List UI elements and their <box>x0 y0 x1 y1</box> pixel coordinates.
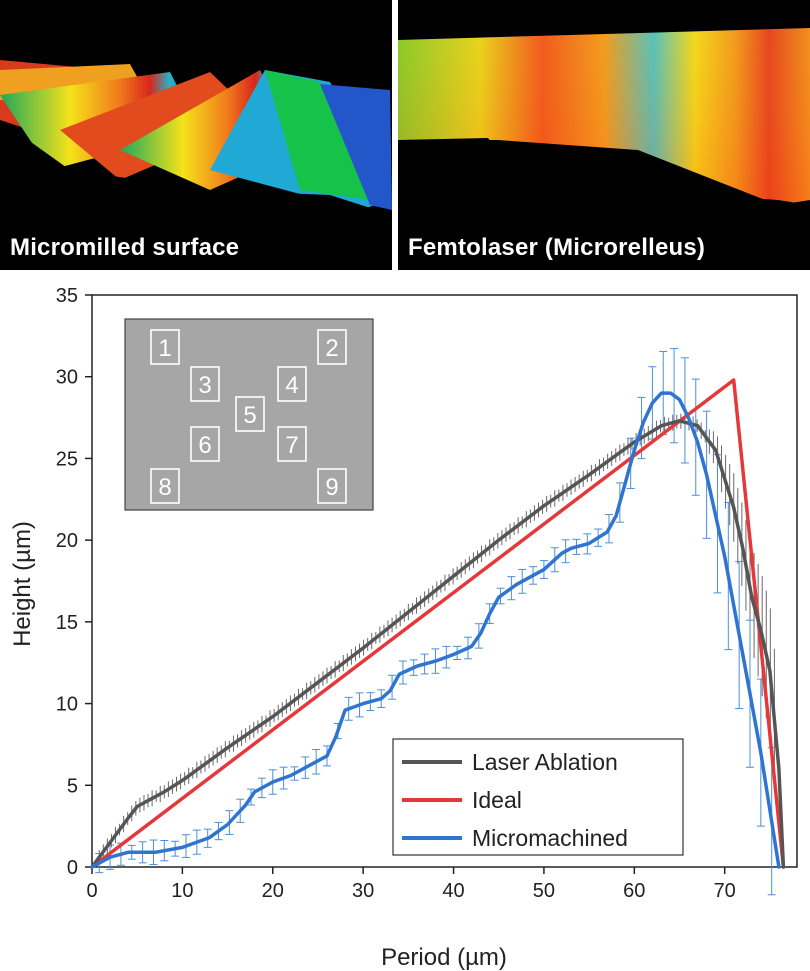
legend-label: Micromachined <box>472 825 628 851</box>
y-tick-label: 30 <box>56 367 78 389</box>
inset-cell-label: 2 <box>325 335 338 362</box>
inset-cell-label: 8 <box>158 474 171 501</box>
inset-cell-box <box>190 426 220 462</box>
x-tick-label: 20 <box>262 880 284 902</box>
inset-cell-label: 4 <box>285 372 298 399</box>
legend-label: Ideal <box>472 787 522 813</box>
y-axis: 0 5 10 15 20 25 30 35 <box>56 285 92 879</box>
micromilled-caption: Micromilled surface <box>10 234 240 261</box>
y-tick-label: 25 <box>56 448 78 470</box>
y-tick-label: 0 <box>67 857 78 879</box>
inset-cell-box <box>277 426 307 462</box>
inset-cell-label: 3 <box>198 372 211 399</box>
inset-cell-box <box>190 366 220 402</box>
femtolaser-surface-image: Femtolaser (Microrelleus) <box>398 0 810 270</box>
series-line-ideal <box>90 378 786 869</box>
y-tick-label: 10 <box>56 694 78 716</box>
inset-cell-label: 6 <box>198 432 211 459</box>
y-tick-label: 15 <box>56 612 78 634</box>
micromilled-surface-render <box>0 60 392 270</box>
inset-cell-label: 9 <box>325 474 338 501</box>
inset-cell-box <box>150 468 180 504</box>
y-tick-label: 5 <box>67 775 78 797</box>
x-tick-label: 50 <box>533 880 555 902</box>
inset-cell-box <box>150 329 180 365</box>
inset-cell-box <box>317 329 347 365</box>
femtolaser-caption: Femtolaser (Microrelleus) <box>408 234 706 261</box>
plot-area-frame <box>91 294 798 868</box>
x-axis-title: Period (µm) <box>381 944 507 971</box>
x-tick-label: 10 <box>171 880 193 902</box>
inset-cell-box <box>277 366 307 402</box>
femtolaser-surface-render <box>398 0 810 270</box>
series-line-laser-ablation <box>90 419 786 869</box>
inset-cell-label: 7 <box>285 432 298 459</box>
y-axis-title: Height (µm) <box>9 521 36 647</box>
legend-label: Laser Ablation <box>472 749 618 775</box>
series-line-micromachined <box>90 391 781 869</box>
inset-cell-label: 1 <box>158 335 171 362</box>
height-vs-period-chart: 0 5 10 15 20 25 30 35 0 10 20 30 40 50 60 70 1 2 3 4 5 6 7 8 9… <box>9 285 798 971</box>
inset-cell-box <box>317 468 347 504</box>
y-tick-label: 20 <box>56 530 78 552</box>
x-tick-label: 40 <box>442 880 464 902</box>
x-tick-label: 30 <box>352 880 374 902</box>
x-axis: 0 10 20 30 40 50 60 70 <box>86 867 736 902</box>
inset-cell-label: 5 <box>243 402 256 429</box>
x-tick-label: 60 <box>623 880 645 902</box>
micromilled-surface-image: Micromilled surface <box>0 0 392 270</box>
y-tick-label: 35 <box>56 285 78 307</box>
inset-sample-map: 1 2 3 4 5 6 7 8 9 <box>124 318 374 511</box>
x-tick-label: 70 <box>714 880 736 902</box>
series-lines <box>90 378 786 869</box>
inset-cell-box <box>235 396 265 432</box>
x-tick-label: 0 <box>86 880 97 902</box>
legend: Laser Ablation Ideal Micromachined <box>392 738 684 856</box>
